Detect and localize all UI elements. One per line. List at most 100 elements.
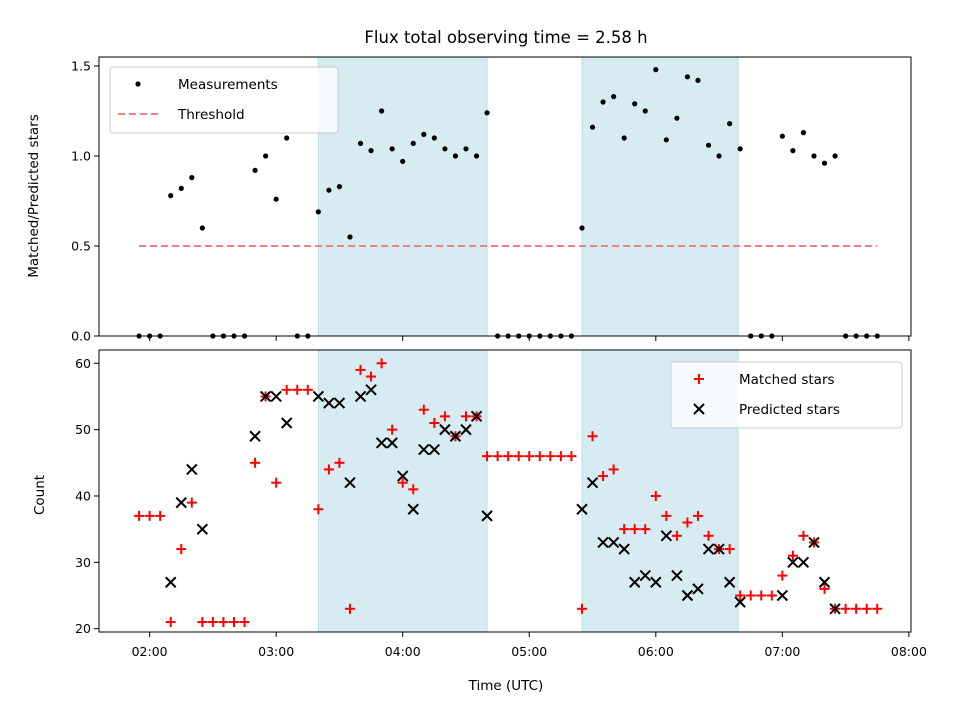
predicted-stars-point — [344, 476, 356, 489]
legend: Measurements Threshold — [109, 66, 339, 134]
matched-stars-point — [387, 424, 398, 435]
measurement-point — [705, 142, 712, 148]
matched-stars-point — [313, 504, 324, 515]
matched-stars-point — [545, 451, 556, 462]
matched-stars-point — [766, 590, 777, 601]
predicted-stars-point — [723, 576, 736, 588]
shaded-interval — [581, 56, 739, 337]
x-b — [354, 390, 367, 403]
matched-stars-point — [629, 524, 640, 535]
x-b — [829, 603, 841, 615]
x-b — [607, 536, 620, 549]
x-b — [618, 543, 630, 555]
matched-stars-point — [692, 510, 703, 521]
matched-stars-point — [292, 384, 303, 395]
matched-stars-point — [819, 583, 830, 594]
predicted-stars-point — [776, 589, 789, 602]
matched-stars-point — [323, 464, 334, 475]
predicted-stars-point — [460, 423, 472, 436]
measurement-point — [632, 101, 638, 107]
predicted-stars-point — [650, 576, 662, 588]
predicted-stars-point — [270, 390, 282, 403]
measurement-point — [336, 184, 343, 190]
x-b — [629, 576, 641, 588]
measurement-point — [357, 140, 364, 146]
top-panel: 0.0 0.5 1.0 1.5 Measurements Threshold — [71, 56, 912, 344]
measurement-point — [463, 146, 469, 152]
x-b — [713, 543, 725, 555]
matched-stars-point — [661, 510, 672, 521]
matched-stars-point — [460, 411, 471, 422]
predicted-stars-point — [829, 603, 841, 615]
predicted-stars-point — [312, 390, 325, 403]
matched-stars-point — [228, 617, 239, 628]
matched-stars-point — [513, 451, 524, 462]
axes-frame — [98, 56, 912, 337]
predicted-stars-point — [333, 397, 346, 409]
measurement-point — [178, 185, 184, 191]
matched-stars-point — [492, 451, 503, 462]
x-b — [660, 530, 673, 542]
matched-stars-point — [576, 603, 587, 614]
x-b — [639, 569, 651, 582]
x-tick-label: 06:00 — [638, 644, 674, 659]
x-tick-label: 08:00 — [891, 644, 927, 659]
measurement-point — [368, 148, 374, 154]
x-b — [692, 583, 704, 595]
measurement-point — [326, 187, 332, 193]
matched-stars-point — [745, 590, 756, 601]
predicted-stars-point — [597, 536, 609, 549]
matched-stars-point — [671, 530, 682, 541]
measurement-point — [168, 193, 174, 199]
x-b — [375, 437, 388, 449]
x-b — [818, 576, 831, 588]
measurement-point — [400, 158, 406, 164]
predicted-stars-point — [481, 510, 493, 522]
matched-stars-point — [503, 451, 514, 462]
x-b — [428, 443, 441, 456]
predicted-stars-point — [196, 523, 209, 535]
predicted-stars-point — [787, 556, 799, 569]
x-b — [650, 576, 662, 588]
predicted-stars-point — [629, 576, 641, 588]
legend-x-b — [693, 403, 705, 415]
matched-stars-point — [418, 404, 429, 415]
matched-stars-point — [861, 603, 872, 614]
matched-stars-point — [524, 451, 535, 462]
x-b — [787, 556, 799, 569]
x-tick-label: 03:00 — [258, 644, 294, 659]
matched-stars-point — [239, 617, 250, 628]
measurement-point — [431, 135, 437, 141]
matched-stars-point — [334, 457, 345, 468]
measurement-point — [273, 196, 279, 202]
x-b — [312, 390, 325, 403]
y-tick-label: 0.0 — [71, 329, 91, 344]
matched-stars-point — [619, 524, 630, 535]
measurement-point — [199, 225, 205, 231]
measurement-point — [811, 153, 817, 159]
matched-stars-point — [271, 477, 282, 488]
predicted-stars-point — [470, 410, 483, 423]
matched-stars-point — [155, 510, 166, 521]
x-b — [165, 576, 177, 588]
matched-stars-point — [355, 364, 366, 375]
matched-stars-point — [787, 550, 798, 561]
matched-stars-point — [344, 603, 355, 614]
matched-stars-point — [756, 590, 767, 601]
x-b — [808, 536, 820, 549]
matched-stars-point — [397, 477, 408, 488]
legend-label: Predicted stars — [739, 402, 840, 418]
matched-stars-point — [281, 384, 292, 395]
matched-stars-point — [851, 603, 862, 614]
measurement-point — [674, 115, 680, 121]
legend-box — [109, 66, 339, 134]
predicted-stars-point — [439, 423, 451, 436]
x-b — [407, 503, 419, 515]
x-b — [681, 589, 694, 602]
measurement-point — [347, 234, 353, 240]
measurement-point — [421, 131, 427, 137]
measurement-point — [600, 99, 606, 105]
x-b — [186, 463, 198, 476]
measurement-point — [832, 153, 838, 159]
